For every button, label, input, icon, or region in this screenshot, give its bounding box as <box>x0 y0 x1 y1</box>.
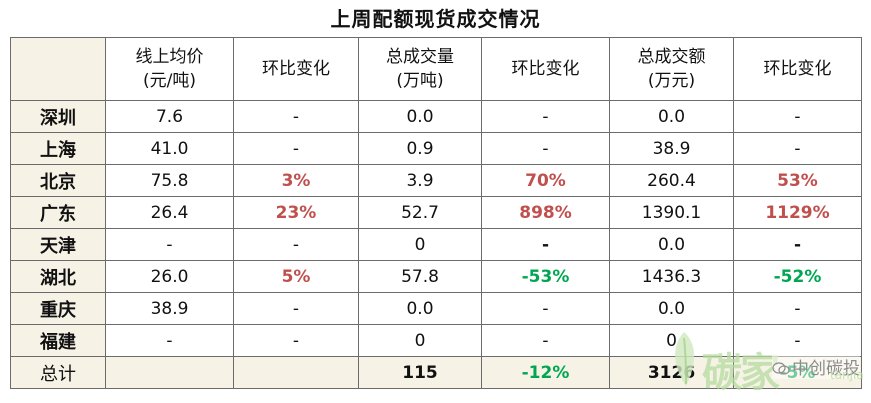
volume-change-cell: 898% <box>481 196 610 229</box>
volume-change-cell: - <box>481 100 610 133</box>
volume-change-cell: - <box>481 324 610 357</box>
price-change-cell: - <box>233 228 359 261</box>
spot-trading-table: 线上均价 (元/吨) 环比变化 总成交量 (万吨) 环比变化 总成交额 (万元) 环比… <box>10 37 862 389</box>
price-cell: 41.0 <box>105 132 234 165</box>
amount-change-cell: - <box>733 292 862 325</box>
region-cell: 天津 <box>10 228 106 261</box>
amount-change-cell: 53% <box>733 164 862 197</box>
price-cell: 7.6 <box>105 100 234 133</box>
header-avg-price: 线上均价 (元/吨) <box>105 37 234 101</box>
amount-change-cell: - <box>733 132 862 165</box>
price-change-cell: - <box>233 324 359 357</box>
header-corner <box>10 37 106 101</box>
amount-cell: 1436.3 <box>609 260 734 293</box>
price-change-cell: - <box>233 132 359 165</box>
price-cell: - <box>105 228 234 261</box>
amount-change-cell: - <box>733 324 862 357</box>
volume-cell: 0.0 <box>358 100 482 133</box>
amount-change-cell: - <box>733 228 862 261</box>
amount-cell: 0.0 <box>609 292 734 325</box>
amount-cell: 0.0 <box>609 100 734 133</box>
price-change-cell: 23% <box>233 196 359 229</box>
amount-cell: 38.9 <box>609 132 734 165</box>
amount-cell: 0.0 <box>609 228 734 261</box>
region-cell: 广东 <box>10 196 106 229</box>
price-cell: - <box>105 324 234 357</box>
volume-cell: 0.9 <box>358 132 482 165</box>
volume-cell: 0 <box>358 228 482 261</box>
amount-change-cell: - <box>733 100 862 133</box>
amount-change-cell: -52% <box>733 260 862 293</box>
region-cell: 深圳 <box>10 100 106 133</box>
amount-cell: 1390.1 <box>609 196 734 229</box>
total-price-cell <box>105 356 234 389</box>
table-row: 北京 75.8 3% 3.9 70% 260.4 53% <box>10 164 862 197</box>
amount-cell: 260.4 <box>609 164 734 197</box>
header-price-change: 环比变化 <box>233 37 359 101</box>
total-amount-change-cell: -5% <box>733 356 862 389</box>
total-volume-change-cell: -12% <box>481 356 610 389</box>
header-volume-change: 环比变化 <box>481 37 610 101</box>
price-cell: 38.9 <box>105 292 234 325</box>
volume-change-cell: -53% <box>481 260 610 293</box>
table-row: 湖北 26.0 5% 57.8 -53% 1436.3 -52% <box>10 260 862 293</box>
price-cell: 26.0 <box>105 260 234 293</box>
volume-change-cell: - <box>481 292 610 325</box>
region-cell: 福建 <box>10 324 106 357</box>
region-cell: 湖北 <box>10 260 106 293</box>
volume-cell: 57.8 <box>358 260 482 293</box>
price-change-cell: 3% <box>233 164 359 197</box>
header-amount-change: 环比变化 <box>733 37 862 101</box>
volume-change-cell: 70% <box>481 164 610 197</box>
header-total-amount: 总成交额 (万元) <box>609 37 734 101</box>
region-cell: 重庆 <box>10 292 106 325</box>
table-title: 上周配额现货成交情况 <box>330 7 541 31</box>
total-volume-cell: 115 <box>358 356 482 389</box>
price-cell: 75.8 <box>105 164 234 197</box>
price-change-cell: 5% <box>233 260 359 293</box>
volume-change-cell: - <box>481 228 610 261</box>
total-label: 总计 <box>10 356 106 389</box>
header-total-volume: 总成交量 (万吨) <box>358 37 482 101</box>
volume-cell: 52.7 <box>358 196 482 229</box>
volume-change-cell: - <box>481 132 610 165</box>
table-row: 天津 - - 0 - 0.0 - <box>10 228 862 261</box>
table-row: 深圳 7.6 - 0.0 - 0.0 - <box>10 100 862 133</box>
table-row: 上海 41.0 - 0.9 - 38.9 - <box>10 132 862 165</box>
amount-cell: 0 <box>609 324 734 357</box>
total-amount-cell: 3126 <box>609 356 734 389</box>
region-cell: 上海 <box>10 132 106 165</box>
table-row: 广东 26.4 23% 52.7 898% 1390.1 1129% <box>10 196 862 229</box>
price-change-cell: - <box>233 292 359 325</box>
total-row: 总计 115 -12% 3126 -5% <box>10 356 862 389</box>
table-row: 福建 - - 0 - 0 - <box>10 324 862 357</box>
table-row: 重庆 38.9 - 0.0 - 0.0 - <box>10 292 862 325</box>
price-change-cell: - <box>233 100 359 133</box>
price-cell: 26.4 <box>105 196 234 229</box>
amount-change-cell: 1129% <box>733 196 862 229</box>
region-cell: 北京 <box>10 164 106 197</box>
volume-cell: 0 <box>358 324 482 357</box>
volume-cell: 3.9 <box>358 164 482 197</box>
total-price-change-cell <box>233 356 359 389</box>
volume-cell: 0.0 <box>358 292 482 325</box>
header-row: 线上均价 (元/吨) 环比变化 总成交量 (万吨) 环比变化 总成交额 (万元) 环比… <box>10 37 862 101</box>
